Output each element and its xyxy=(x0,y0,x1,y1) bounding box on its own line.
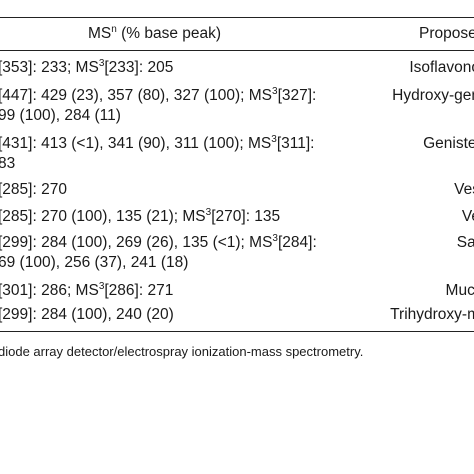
column-header-msn: MSn (% base peak) xyxy=(88,23,222,42)
ms-cell: [285]: 270 (100), 135 (21); MS3[270]: 13… xyxy=(0,206,281,225)
proposed-name-cell: Mucr xyxy=(445,282,474,299)
proposed-name-cell: Trihydroxy-m xyxy=(390,306,474,323)
table-footnote: diode array detector/electrospray ioniza… xyxy=(0,344,364,359)
ms-cell-continuation: 83 xyxy=(0,155,16,172)
table-row-continuation: 83 xyxy=(0,152,474,176)
table-row-continuation: 69 (100), 256 (37), 241 (18) xyxy=(0,251,474,275)
ms-cell: [353]: 233; MS3[233]: 205 xyxy=(0,57,174,76)
proposed-name-cell: Isoflavono xyxy=(409,59,474,76)
table-row: [285]: 270 Ves xyxy=(0,178,474,202)
ms-cell: [299]: 284 (100), 269 (26), 135 (<1); MS… xyxy=(0,232,317,251)
ms-cell-continuation: 99 (100), 284 (11) xyxy=(0,107,121,124)
table-row: [431]: 413 (<1), 341 (90), 311 (100); MS… xyxy=(0,132,474,156)
ms-cell: [299]: 284 (100), 240 (20) xyxy=(0,306,174,323)
table-bottom-rule xyxy=(0,331,474,332)
table-row-continuation: 99 (100), 284 (11) xyxy=(0,104,474,128)
proposed-name-cell: Ve xyxy=(461,208,474,225)
ms-cell: [447]: 429 (23), 357 (80), 327 (100); MS… xyxy=(0,85,317,104)
ms-cell: [301]: 286; MS3[286]: 271 xyxy=(0,280,174,299)
ms-cell: [285]: 270 xyxy=(0,181,67,198)
table-row: [301]: 286; MS3[286]: 271 Mucr xyxy=(0,279,474,303)
table-row: [299]: 284 (100), 240 (20) Trihydroxy-m xyxy=(0,303,474,327)
proposed-name-cell: Sat xyxy=(456,234,474,251)
proposed-name-cell: Genistei xyxy=(423,135,474,152)
table-row: [285]: 270 (100), 135 (21); MS3[270]: 13… xyxy=(0,205,474,229)
table-row: [447]: 429 (23), 357 (80), 327 (100); MS… xyxy=(0,84,474,108)
table-top-rule xyxy=(0,17,474,18)
table-row: [299]: 284 (100), 269 (26), 135 (<1); MS… xyxy=(0,231,474,255)
column-header-proposed: Propose xyxy=(419,25,474,42)
proposed-name-cell: Hydroxy-gen xyxy=(392,87,474,104)
ms-cell: [431]: 413 (<1), 341 (90), 311 (100); MS… xyxy=(0,133,315,152)
table-row: [353]: 233; MS3[233]: 205 Isoflavono xyxy=(0,56,474,80)
proposed-name-cell: Ves xyxy=(454,181,474,198)
ms-cell-continuation: 69 (100), 256 (37), 241 (18) xyxy=(0,254,189,271)
header-rule xyxy=(0,50,474,51)
